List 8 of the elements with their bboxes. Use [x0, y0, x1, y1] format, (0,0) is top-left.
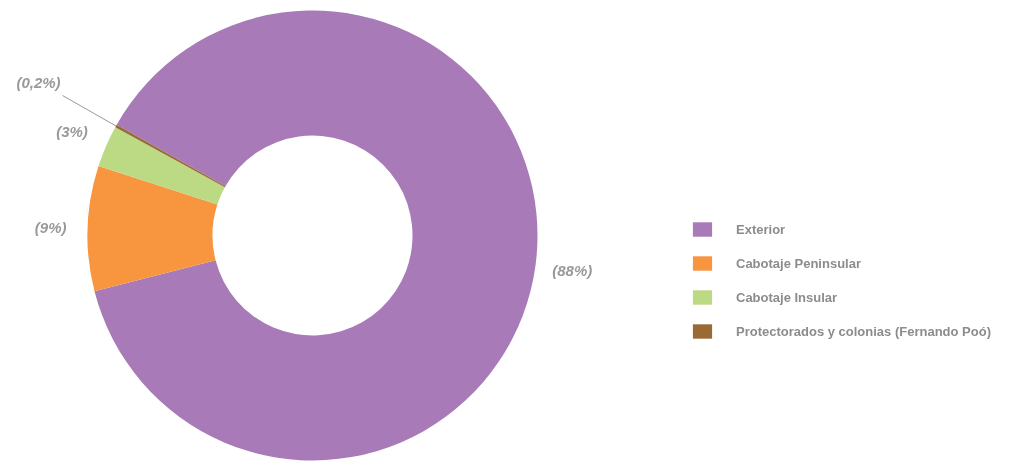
data-label: (0,2%)	[16, 74, 61, 91]
legend-label: Cabotaje Peninsular	[736, 255, 861, 271]
legend-label: Exterior	[736, 221, 786, 237]
data-label: (88%)	[552, 261, 593, 279]
data-label: (3%)	[56, 122, 88, 140]
legend-label: Cabotaje Insular	[736, 289, 838, 305]
data-label: (9%)	[34, 218, 67, 236]
legend-label: Protectorados y colonias (Fernando Poó)	[736, 323, 991, 339]
